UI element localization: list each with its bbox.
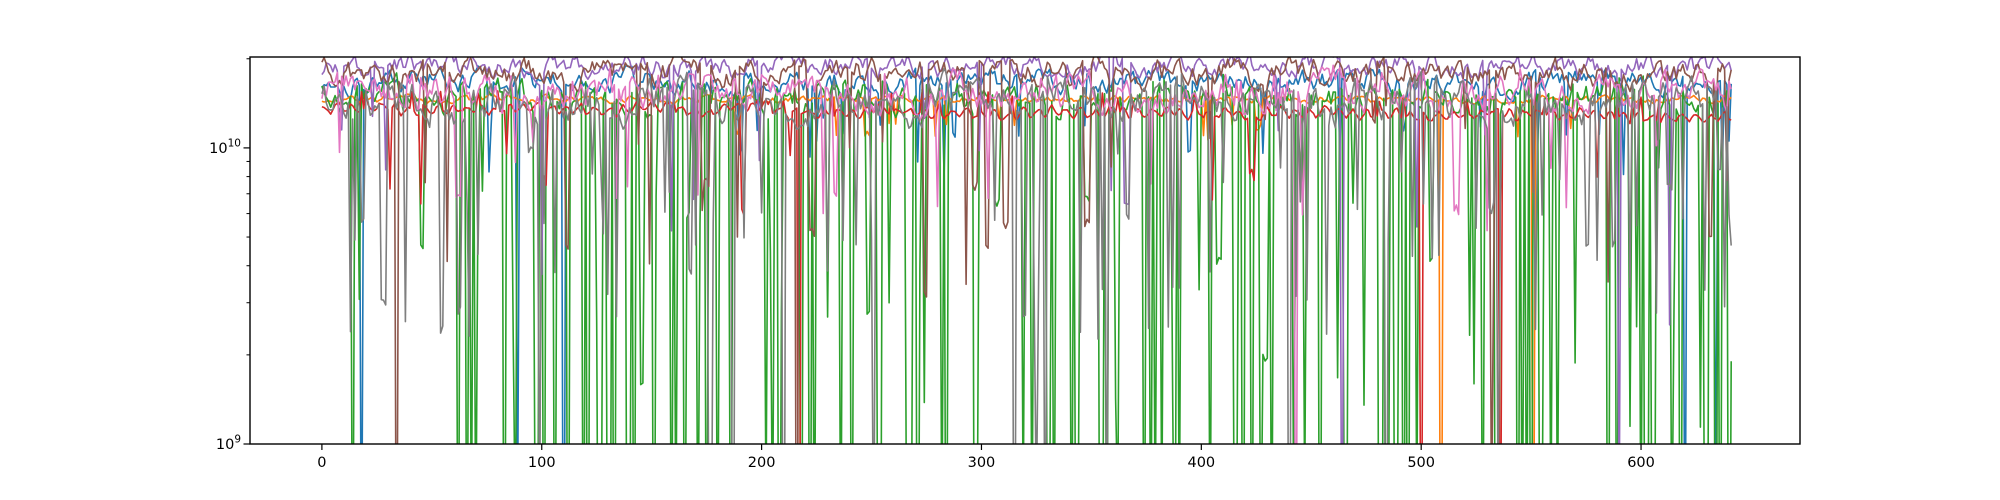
series-6-brown [321,57,1732,444]
series-3-green [321,72,1732,444]
plot-spines [249,56,1801,445]
x-tick-label: 500 [1407,455,1435,471]
x-tick-label: 0 [317,455,326,471]
series-8-gray [321,67,1732,444]
x-tick-label: 300 [968,455,996,471]
y-tick-label: 1010 [209,137,241,157]
x-tick-label: 200 [748,455,776,471]
y-tick-label: 109 [216,434,241,454]
chart-axes-group [243,56,1801,450]
x-tick-label: 400 [1187,455,1215,471]
x-tick-label: 100 [528,455,556,471]
chart-series-group [321,57,1732,444]
series-7-pink [321,64,1732,444]
chart-tick-labels-group: 0 100 200 300 400 500 600 109 1010 [209,137,1655,471]
x-tick-label: 600 [1627,455,1655,471]
series-5-purple [321,57,1732,444]
